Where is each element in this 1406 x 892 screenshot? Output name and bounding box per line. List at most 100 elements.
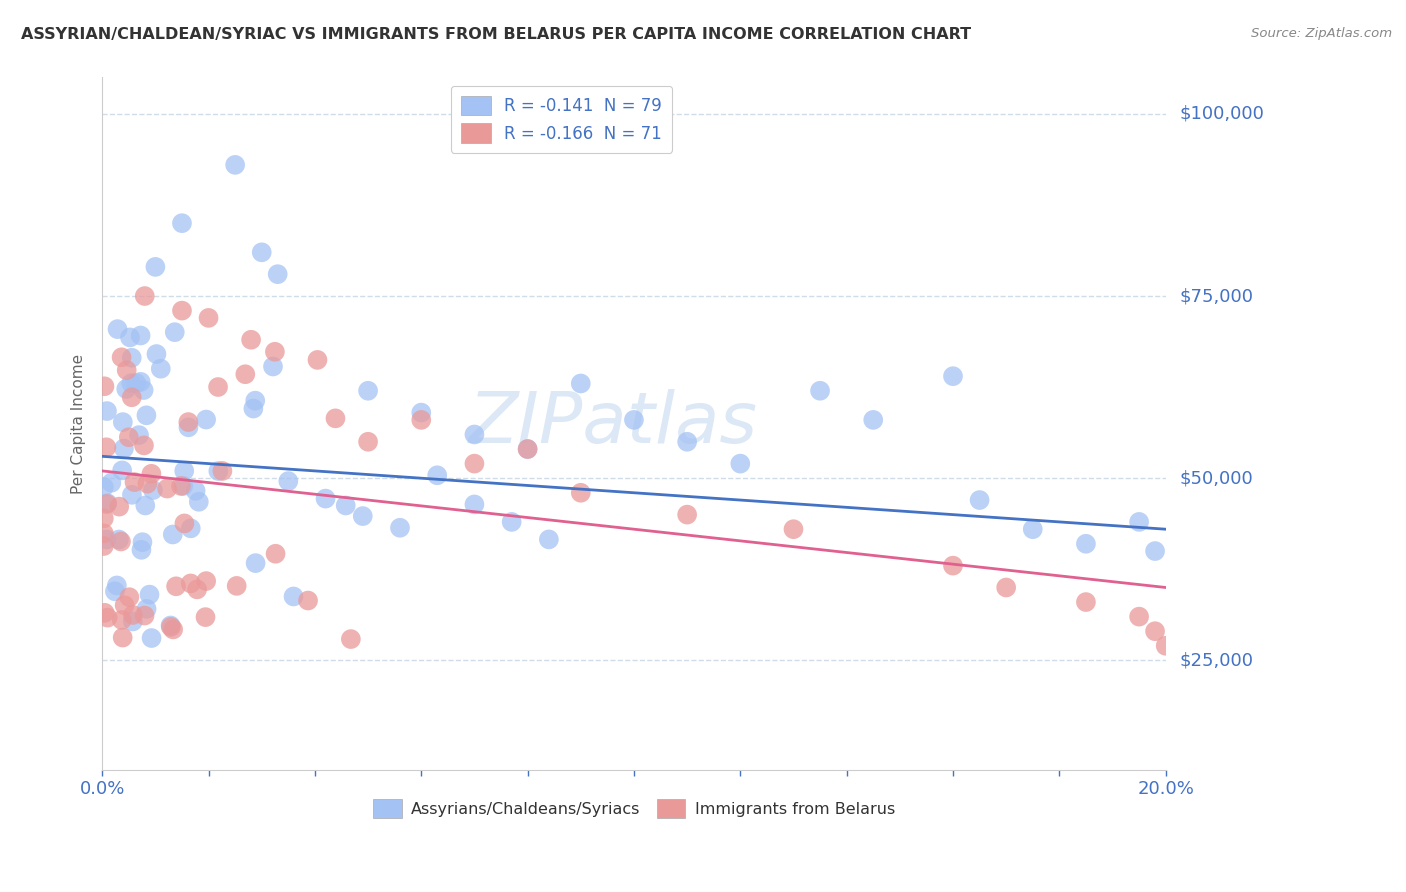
Point <box>141 631 163 645</box>
Point <box>173 516 195 531</box>
Text: $25,000: $25,000 <box>1180 651 1254 669</box>
Point <box>93 480 115 494</box>
Point <box>340 632 363 646</box>
Point <box>245 393 267 408</box>
Point <box>115 363 138 377</box>
Point <box>357 384 380 398</box>
Point <box>335 499 357 513</box>
Point <box>97 610 120 624</box>
Point <box>111 613 134 627</box>
Point <box>111 415 134 429</box>
Point <box>240 333 263 347</box>
Point <box>107 322 129 336</box>
Point <box>156 482 179 496</box>
Point <box>267 267 290 281</box>
Point <box>283 590 305 604</box>
Y-axis label: Per Capita Income: Per Capita Income <box>72 353 86 493</box>
Point <box>96 497 118 511</box>
Point <box>160 620 183 634</box>
Point <box>357 434 380 449</box>
Point <box>141 467 163 481</box>
Point <box>93 526 115 541</box>
Point <box>170 479 193 493</box>
Point <box>111 631 134 645</box>
Point <box>676 508 699 522</box>
Point <box>1074 595 1097 609</box>
Point <box>225 579 247 593</box>
Point <box>125 376 148 390</box>
Point <box>128 428 150 442</box>
Point <box>170 216 193 230</box>
Point <box>180 521 202 535</box>
Point <box>162 527 184 541</box>
Point <box>115 382 138 396</box>
Point <box>132 438 155 452</box>
Point <box>93 511 115 525</box>
Point <box>121 390 143 404</box>
Point <box>388 521 411 535</box>
Point <box>207 464 229 478</box>
Point <box>129 375 152 389</box>
Point <box>463 497 485 511</box>
Point <box>135 409 157 423</box>
Point <box>149 361 172 376</box>
Point <box>297 593 319 607</box>
Text: $75,000: $75,000 <box>1180 287 1254 305</box>
Point <box>96 404 118 418</box>
Point <box>104 584 127 599</box>
Point <box>132 383 155 397</box>
Point <box>118 430 141 444</box>
Point <box>862 413 884 427</box>
Point <box>165 579 187 593</box>
Point <box>501 515 523 529</box>
Point <box>134 289 156 303</box>
Point <box>121 488 143 502</box>
Point <box>120 376 142 391</box>
Point <box>122 607 145 622</box>
Point <box>1144 624 1167 639</box>
Point <box>180 576 202 591</box>
Point <box>110 351 132 365</box>
Point <box>172 479 194 493</box>
Point <box>124 475 146 489</box>
Point <box>264 547 287 561</box>
Point <box>96 533 118 547</box>
Point <box>1128 515 1150 529</box>
Point <box>307 352 329 367</box>
Point <box>211 464 233 478</box>
Point <box>118 330 141 344</box>
Point <box>163 325 186 339</box>
Point <box>463 457 485 471</box>
Point <box>569 376 592 391</box>
Point <box>134 499 156 513</box>
Point <box>942 558 965 573</box>
Point <box>325 411 347 425</box>
Point <box>195 574 218 588</box>
Point <box>969 493 991 508</box>
Text: ASSYRIAN/CHALDEAN/SYRIAC VS IMMIGRANTS FROM BELARUS PER CAPITA INCOME CORRELATIO: ASSYRIAN/CHALDEAN/SYRIAC VS IMMIGRANTS F… <box>21 27 972 42</box>
Point <box>136 476 159 491</box>
Point <box>93 379 115 393</box>
Point <box>623 413 645 427</box>
Point <box>537 533 560 547</box>
Point <box>96 496 118 510</box>
Point <box>93 606 115 620</box>
Point <box>108 533 131 547</box>
Point <box>1154 639 1177 653</box>
Point <box>114 599 136 613</box>
Point <box>111 463 134 477</box>
Point <box>195 412 218 426</box>
Point <box>264 344 287 359</box>
Point <box>245 556 267 570</box>
Text: ZIPatlas: ZIPatlas <box>468 389 758 458</box>
Point <box>197 310 219 325</box>
Point <box>411 413 433 427</box>
Point <box>105 578 128 592</box>
Point <box>145 347 167 361</box>
Point <box>808 384 831 398</box>
Point <box>162 623 184 637</box>
Point <box>676 434 699 449</box>
Point <box>145 260 167 274</box>
Point <box>516 442 538 456</box>
Point <box>108 500 131 514</box>
